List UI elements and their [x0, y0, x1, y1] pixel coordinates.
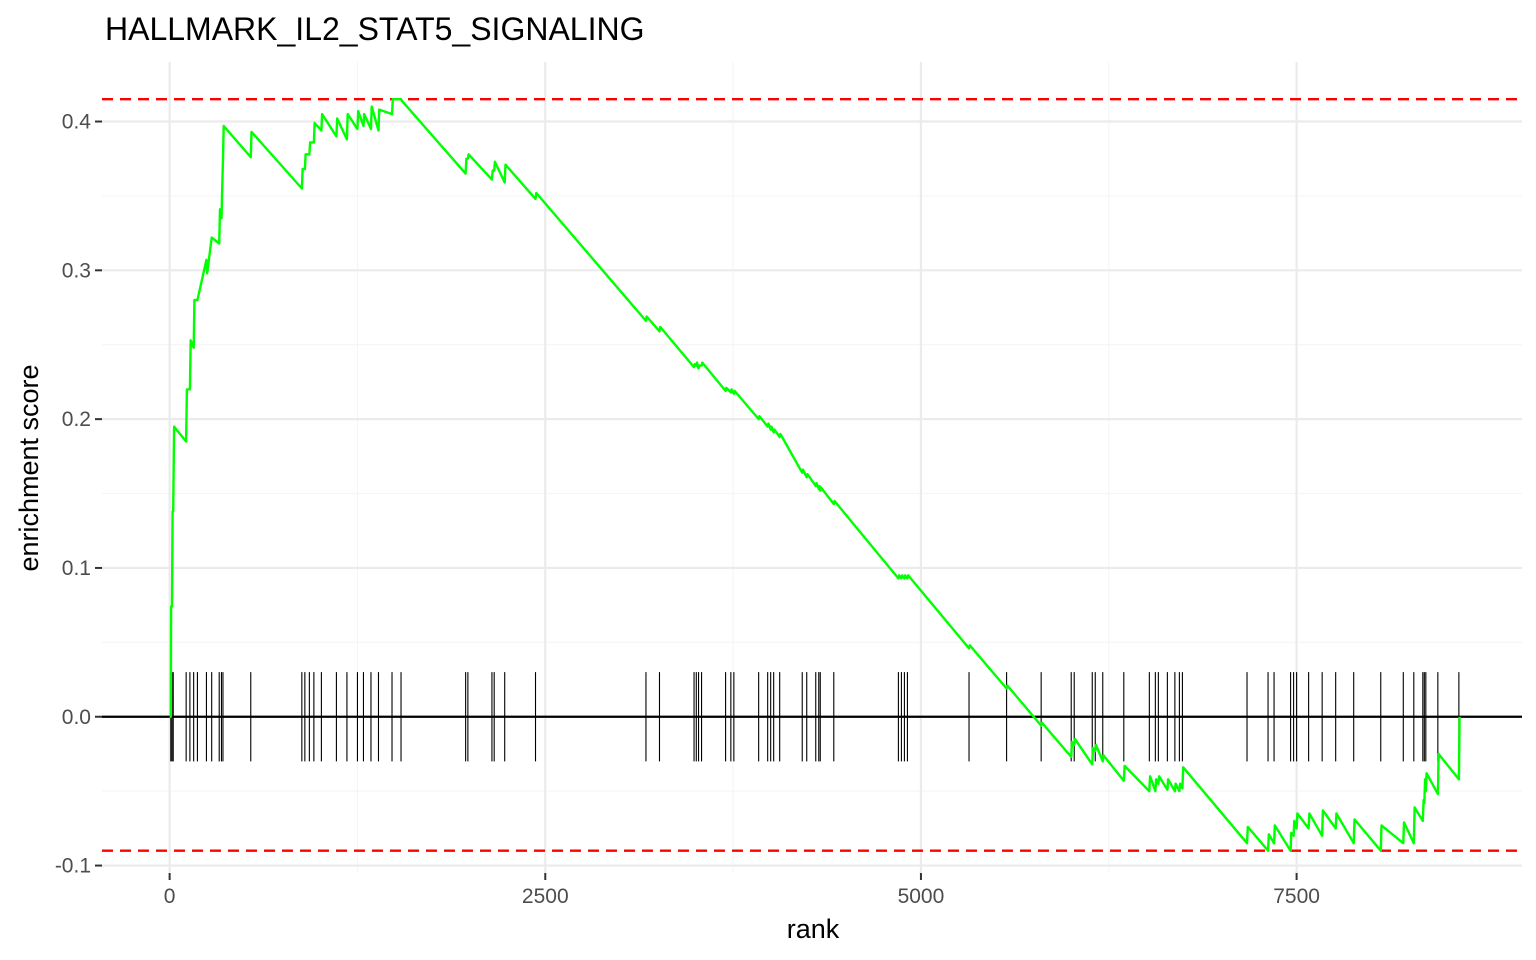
y-tick-label: 0.0: [62, 706, 91, 729]
y-tick-label: 0.4: [62, 111, 92, 134]
reference-lines: [102, 98, 1522, 852]
y-tick-label: 0.2: [62, 408, 91, 431]
enrichment-score-curve: [169, 97, 1461, 852]
x-tick-label: 5000: [898, 885, 945, 908]
chart-title: HALLMARK_IL2_STAT5_SIGNALING: [105, 11, 644, 47]
y-tick-label: 0.1: [62, 557, 91, 580]
x-tick-label: 7500: [1273, 885, 1320, 908]
x-tick-label: 2500: [522, 885, 569, 908]
y-tick-label: -0.1: [55, 855, 91, 878]
enrichment-curve-layer: [169, 97, 1461, 852]
axes: 0 2500 5000 7500 -0.1 0.0 0.1 0.2 0.3 0.4: [55, 111, 1320, 908]
y-axis-title: enrichment score: [14, 364, 44, 571]
x-axis-title: rank: [787, 914, 840, 944]
y-tick-label: 0.3: [62, 259, 91, 282]
x-tick-label: 0: [164, 885, 176, 908]
